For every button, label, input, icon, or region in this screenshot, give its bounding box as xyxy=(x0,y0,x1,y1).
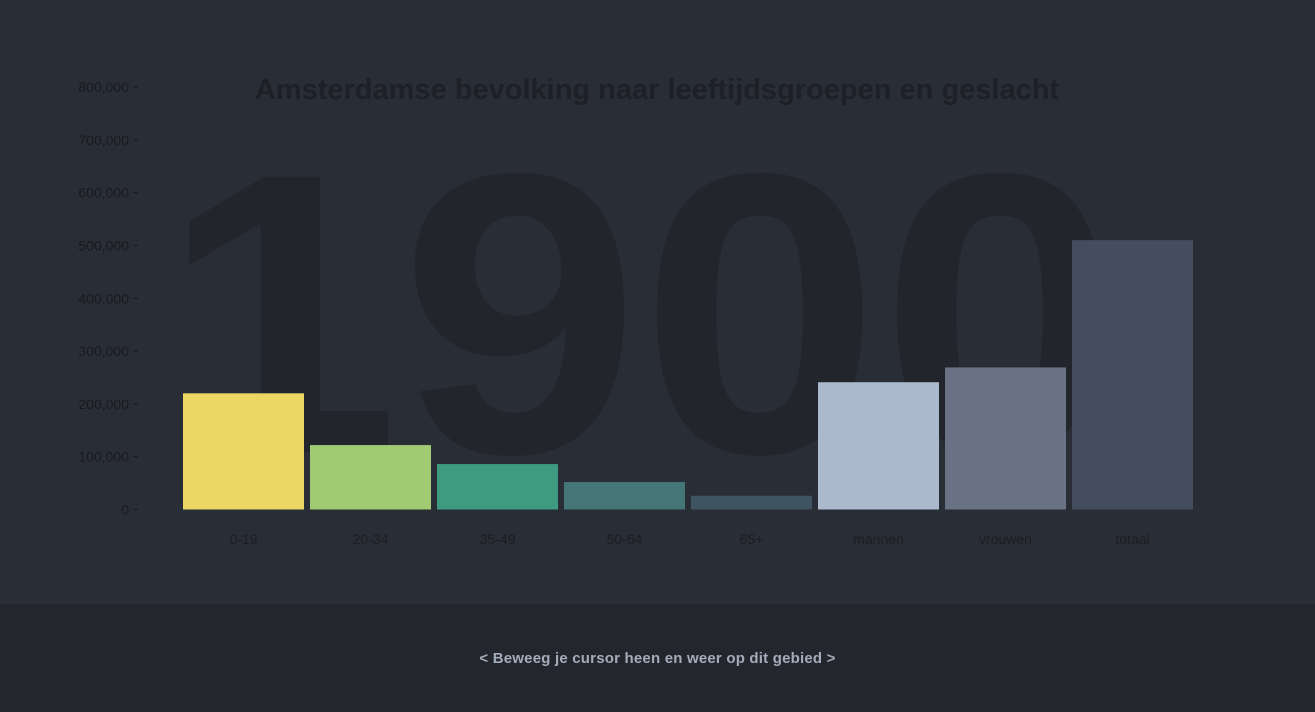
x-category-label: totaal xyxy=(1115,531,1149,547)
y-tick-label: 800,000 xyxy=(78,79,129,95)
bar-mannen[interactable] xyxy=(818,382,939,510)
y-tick-label: 200,000 xyxy=(78,396,129,412)
bar-0-19[interactable] xyxy=(183,393,304,510)
y-tick-label: 100,000 xyxy=(78,449,129,465)
x-category-label: vrouwen xyxy=(979,531,1032,547)
x-category-label: 0-19 xyxy=(229,531,257,547)
year-scrub-area[interactable]: < Beweeg je cursor heen en weer op dit g… xyxy=(0,604,1315,712)
y-tick-label: 400,000 xyxy=(78,290,129,306)
bar-totaal[interactable] xyxy=(1072,240,1193,510)
x-category-label: 20-34 xyxy=(353,531,389,547)
population-bar-chart: 1900 Amsterdamse bevolking naar leeftijd… xyxy=(78,74,1193,547)
x-category-label: 50-64 xyxy=(607,531,643,547)
x-category-label: mannen xyxy=(853,531,904,547)
bar-65+[interactable] xyxy=(691,495,812,510)
bar-50-64[interactable] xyxy=(564,482,685,510)
scrub-hint-text: < Beweeg je cursor heen en weer op dit g… xyxy=(479,649,836,667)
y-tick-label: 700,000 xyxy=(78,132,129,148)
chart-panel: 1900 Amsterdamse bevolking naar leeftijd… xyxy=(78,74,1193,547)
x-axis: 0-19 20-34 35-49 50-64 65+ mannen vrouwen totaa… xyxy=(229,531,1149,547)
bar-35-49[interactable] xyxy=(437,464,558,510)
bars-group xyxy=(183,240,1193,510)
y-axis: 0 100,000 200,000 300,000 400,000 500,000 600,… xyxy=(78,79,138,518)
y-tick-label: 0 xyxy=(121,502,129,518)
bar-20-34[interactable] xyxy=(310,445,431,510)
x-category-label: 65+ xyxy=(740,531,764,547)
x-category-label: 35-49 xyxy=(480,531,516,547)
y-tick-label: 300,000 xyxy=(78,343,129,359)
chart-title: Amsterdamse bevolking naar leeftijdsgroe… xyxy=(255,74,1060,106)
bar-vrouwen[interactable] xyxy=(945,367,1066,510)
y-tick-label: 500,000 xyxy=(78,237,129,253)
y-tick-label: 600,000 xyxy=(78,185,129,201)
